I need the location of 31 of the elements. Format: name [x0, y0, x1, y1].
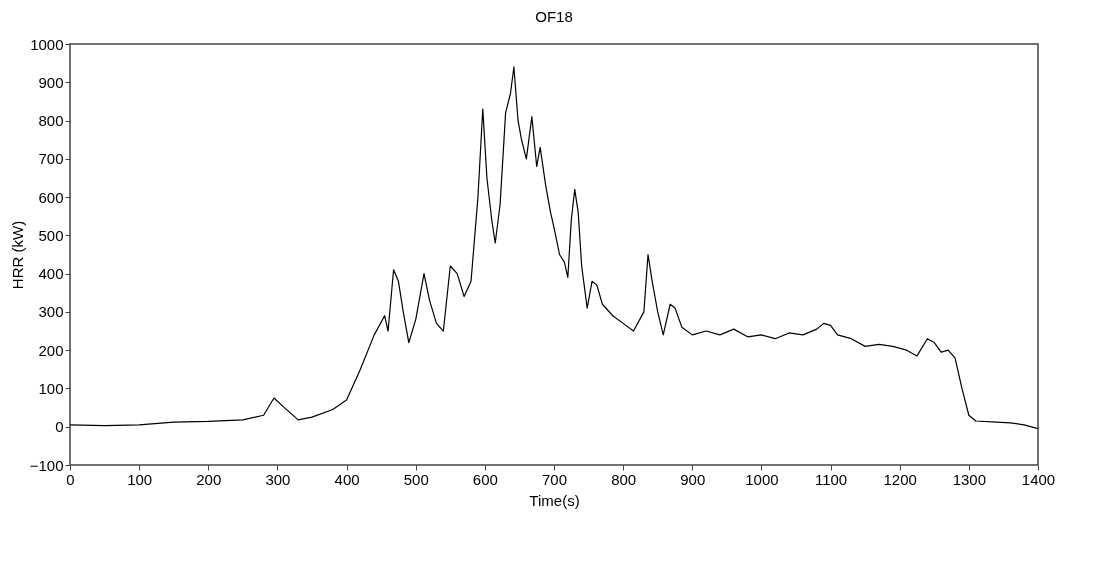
y-tick-label: 0 — [55, 418, 64, 436]
y-tick-label: 100 — [38, 379, 64, 397]
y-tick-label: 700 — [38, 150, 64, 168]
y-tick-label: 300 — [38, 303, 64, 321]
y-tick-label: 900 — [38, 73, 64, 91]
y-tick-label: 200 — [38, 341, 64, 359]
x-axis-title: Time(s) — [529, 491, 580, 509]
y-tick-label: 400 — [38, 265, 64, 283]
x-tick-label: 1000 — [745, 470, 779, 488]
x-tick-label: 1400 — [1021, 470, 1056, 488]
x-tick-label: 300 — [265, 470, 291, 488]
chart-title: OF18 — [535, 8, 573, 25]
x-tick-label: 0 — [66, 470, 75, 488]
x-tick-label: 200 — [196, 470, 222, 488]
x-tick-label: 500 — [403, 470, 429, 488]
y-tick-label: 800 — [38, 112, 64, 130]
line-series — [70, 66, 1038, 430]
y-tick-label: 500 — [38, 226, 64, 244]
x-tick-label: 100 — [127, 470, 153, 488]
y-tick-label: −100 — [29, 456, 64, 474]
y-tick-label: 600 — [38, 188, 64, 206]
y-axis-title: HRR (kW) — [8, 220, 26, 290]
x-tick-label: 900 — [680, 470, 706, 488]
x-tick-label: 600 — [472, 470, 498, 488]
x-tick-label: 1200 — [883, 470, 917, 488]
x-tick-label: 700 — [541, 470, 568, 488]
y-tick-label: 1000 — [30, 35, 64, 53]
x-tick-label: 1300 — [952, 470, 987, 488]
x-tick-label: 400 — [334, 470, 360, 488]
x-tick-label: 1100 — [814, 470, 848, 488]
x-tick-label: 800 — [611, 470, 637, 488]
